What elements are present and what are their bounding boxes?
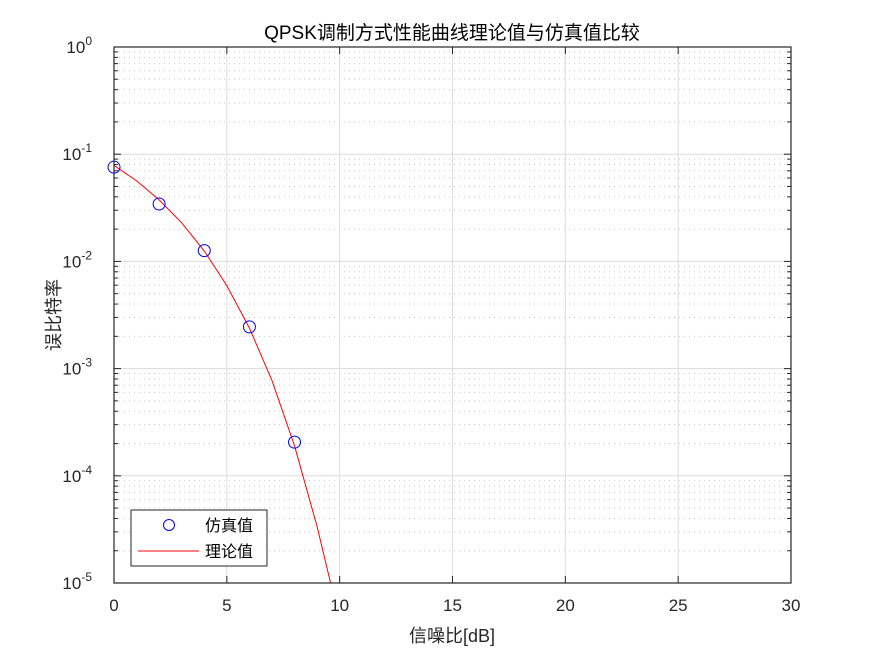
x-tick-label: 0: [109, 596, 118, 615]
y-tick-label: 10-3: [62, 356, 92, 379]
legend-box: [130, 509, 268, 567]
x-tick-label: 5: [222, 596, 231, 615]
theory-curve: [113, 164, 332, 584]
legend-marker-circle-icon: [163, 519, 175, 531]
y-tick-label: 100: [66, 34, 92, 57]
y-axis-label: 误比特率: [44, 279, 64, 351]
data-point-marker: [197, 244, 211, 258]
y-tick-label: 10-2: [62, 248, 92, 271]
data-point-marker: [288, 435, 302, 449]
x-tick-label: 30: [782, 596, 801, 615]
x-tick-label: 10: [330, 596, 349, 615]
data-point-marker: [242, 320, 256, 334]
legend-label-theory: 理论值: [205, 543, 253, 561]
x-tick-label: 15: [443, 596, 462, 615]
x-tick-labels: 0 5 10 15 20 25 30: [109, 596, 800, 615]
x-tick-label: 20: [556, 596, 575, 615]
y-tick-labels: 100 10-1 10-2 10-3 10-4 10-5: [62, 34, 92, 593]
y-tick-label: 10-1: [62, 141, 92, 164]
legend[interactable]: 仿真值 理论值: [130, 509, 268, 567]
axes-frame: [113, 46, 792, 584]
x-axis-label: 信噪比[dB]: [409, 626, 495, 646]
y-tick-label: 10-4: [62, 463, 92, 486]
chart-title: QPSK调制方式性能曲线理论值与仿真值比较: [264, 22, 640, 44]
x-tick-label: 25: [669, 596, 688, 615]
data-point-marker: [152, 197, 166, 211]
y-tick-label: 10-5: [62, 570, 92, 593]
legend-label-simulation: 仿真值: [205, 517, 253, 535]
